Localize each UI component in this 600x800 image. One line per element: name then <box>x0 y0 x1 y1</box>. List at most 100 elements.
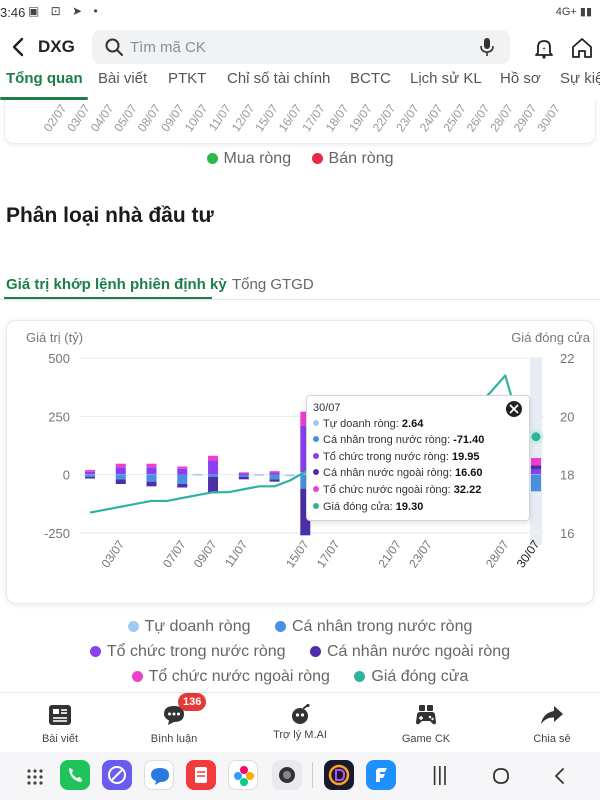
comment-icon <box>164 706 184 725</box>
x-tick-label: 07/07 <box>160 537 189 570</box>
bar-segment[interactable] <box>192 473 203 476</box>
tooltip-dot-icon <box>313 486 319 492</box>
nav-assistant[interactable]: Trợ lý M.AI <box>240 693 360 753</box>
bar-segment[interactable] <box>284 474 295 477</box>
bar-segment[interactable] <box>177 474 188 484</box>
bar-segment[interactable] <box>238 472 249 474</box>
bar-segment[interactable] <box>269 474 280 480</box>
x-tick-label: 23/07 <box>406 537 435 570</box>
bar-segment[interactable] <box>531 474 541 492</box>
bar-segment[interactable] <box>115 479 126 484</box>
bar-segment[interactable] <box>269 472 280 475</box>
tab-overview[interactable]: Tổng quan <box>6 70 83 87</box>
nav-share[interactable]: Chia sẻ <box>492 693 600 753</box>
bar-segment[interactable] <box>531 465 541 470</box>
y-tick-label-left: 0 <box>63 468 70 483</box>
bar-segment[interactable] <box>269 471 280 473</box>
bar-segment[interactable] <box>531 458 541 466</box>
messages-app-icon[interactable] <box>144 760 174 790</box>
tab-events[interactable]: Sự kiện <box>560 70 600 87</box>
subtab-periodic-matched-value[interactable]: Giá trị khớp lệnh phiên định kỳ <box>6 276 227 293</box>
search-input[interactable]: Tìm mã CK <box>92 30 510 64</box>
search-placeholder: Tìm mã CK <box>130 39 206 56</box>
home-icon[interactable] <box>570 36 594 60</box>
bar-segment[interactable] <box>300 488 311 536</box>
tab-trading-history[interactable]: Lịch sử KL <box>410 70 482 87</box>
tab-financial-statements[interactable]: BCTC <box>350 70 391 87</box>
bar-segment[interactable] <box>254 474 265 476</box>
legend-dot-icon <box>310 646 321 657</box>
bar-segment[interactable] <box>208 460 219 475</box>
bar-segment[interactable] <box>177 466 188 469</box>
legend-item-domestic-institution[interactable]: Tổ chức trong nước ròng <box>89 643 286 661</box>
bar-segment[interactable] <box>115 467 126 475</box>
subtab-total-value[interactable]: Tổng GTGD <box>232 276 314 293</box>
bar-segment[interactable] <box>300 474 311 489</box>
tab-profile[interactable]: Hồ sơ <box>500 70 541 87</box>
bar-segment[interactable] <box>85 474 95 477</box>
close-price-point[interactable] <box>528 429 544 445</box>
y-tick-label-right: 20 <box>560 409 574 424</box>
bar-segment[interactable] <box>115 474 126 480</box>
legend-dot-icon <box>127 621 139 632</box>
nav-articles[interactable]: Bài viết <box>0 693 120 753</box>
bar-segment[interactable] <box>300 425 311 473</box>
active-tab-indicator <box>0 97 88 100</box>
bar-segment[interactable] <box>85 477 95 479</box>
y-tick-label-right: 16 <box>560 526 574 541</box>
bar-segment[interactable] <box>146 463 157 468</box>
ticker-symbol: DXG <box>38 37 75 56</box>
legend-item-foreign-individual[interactable]: Cá nhân nước ngoài ròng <box>310 643 510 661</box>
nav-comments[interactable]: 136 Bình luận <box>114 693 234 753</box>
app-drawer-icon[interactable] <box>26 768 44 786</box>
system-back-icon[interactable] <box>552 767 568 785</box>
tab-financial-ratios[interactable]: Chỉ số tài chính <box>227 70 331 87</box>
recent-apps-icon[interactable]: ||| <box>432 764 448 786</box>
legend-item-close-price[interactable]: Giá đóng cửa <box>354 668 468 686</box>
x-tick-label: 03/07 <box>99 537 128 570</box>
back-arrow-icon[interactable] <box>6 32 32 62</box>
legend-item-buy[interactable]: Mua ròng <box>206 150 291 168</box>
bar-segment[interactable] <box>146 481 157 487</box>
bar-segment[interactable] <box>269 479 280 482</box>
fintech-app-icon[interactable] <box>366 760 396 790</box>
camera-app-icon[interactable] <box>272 760 302 790</box>
phone-app-icon[interactable] <box>60 760 90 790</box>
gallery-app-icon[interactable] <box>228 760 258 790</box>
section-title: Phân loại nhà đầu tư <box>6 204 214 227</box>
bar-segment[interactable] <box>531 469 541 475</box>
tab-technical[interactable]: PTKT <box>168 70 207 87</box>
bar-segment[interactable] <box>238 473 249 476</box>
nav-label: Bình luận <box>150 733 198 745</box>
notes-app-icon[interactable] <box>186 760 216 790</box>
legend-item-proprietary[interactable]: Tự doanh ròng <box>127 618 251 636</box>
y-tick-label-left: 500 <box>48 351 70 366</box>
bar-segment[interactable] <box>208 474 219 477</box>
home-button-icon[interactable] <box>492 767 510 785</box>
bar-segment[interactable] <box>85 471 95 475</box>
bar-segment[interactable] <box>146 467 157 475</box>
legend-item-foreign-institution[interactable]: Tổ chức nước ngoài ròng <box>131 668 330 686</box>
notification-bell-icon[interactable]: + <box>532 36 556 60</box>
bar-segment[interactable] <box>238 477 249 480</box>
assistant-icon <box>292 703 310 724</box>
legend-item-domestic-individual[interactable]: Cá nhân trong nước ròng <box>274 618 472 636</box>
close-icon[interactable] <box>505 400 523 418</box>
dnse-app-icon[interactable] <box>324 760 354 790</box>
bar-segment[interactable] <box>146 474 157 482</box>
bar-segment[interactable] <box>208 455 219 461</box>
legend-dot-icon <box>89 646 101 657</box>
bar-segment[interactable] <box>115 463 126 468</box>
nav-game[interactable]: Game CK <box>366 693 486 753</box>
legend-item-sell[interactable]: Bán ròng <box>311 150 393 168</box>
browser-app-icon[interactable] <box>102 760 132 790</box>
bar-segment[interactable] <box>177 468 188 475</box>
bar-segment[interactable] <box>85 470 95 472</box>
microphone-icon[interactable] <box>478 37 496 57</box>
bar-segment[interactable] <box>238 474 249 477</box>
bar-segment[interactable] <box>300 411 311 426</box>
tab-articles[interactable]: Bài viết <box>98 70 148 87</box>
bar-segment[interactable] <box>300 472 311 475</box>
bar-segment[interactable] <box>177 484 188 488</box>
bar-segment[interactable] <box>208 477 219 494</box>
